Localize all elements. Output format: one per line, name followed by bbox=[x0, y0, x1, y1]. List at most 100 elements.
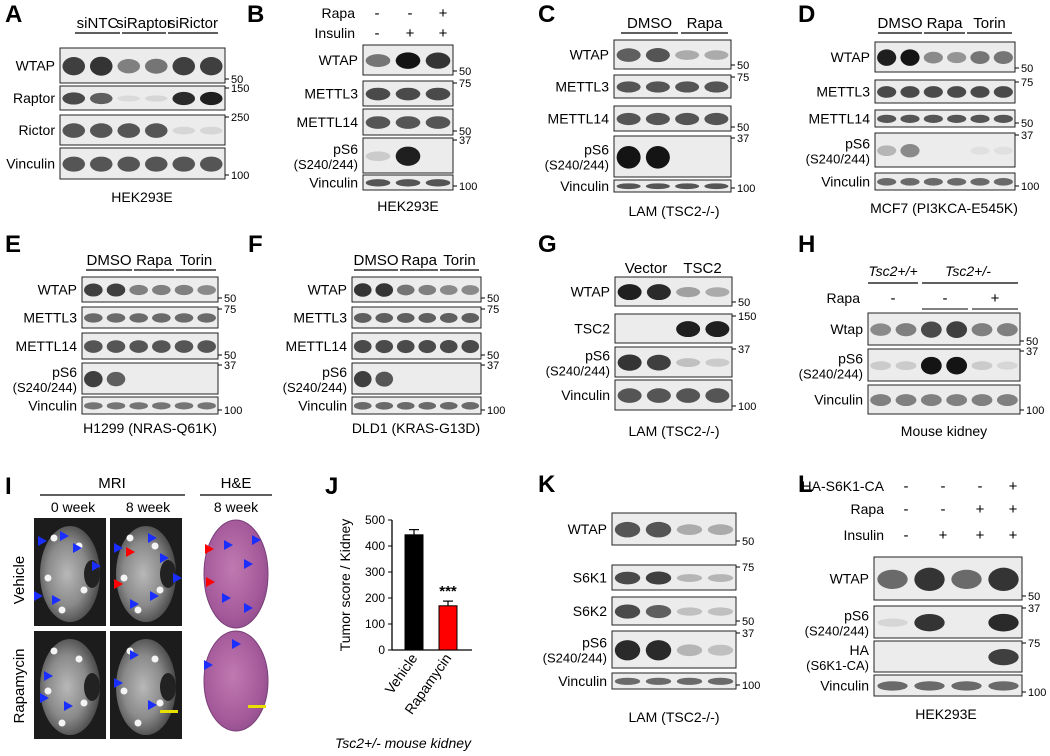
band bbox=[645, 521, 672, 538]
band bbox=[675, 112, 700, 126]
band bbox=[895, 394, 917, 407]
band bbox=[870, 361, 892, 371]
blot-ps6: pS6(S240/244) 37 bbox=[543, 628, 754, 669]
band bbox=[923, 114, 943, 123]
mri-image bbox=[34, 631, 106, 739]
band bbox=[970, 51, 990, 65]
band bbox=[988, 681, 1019, 691]
band bbox=[870, 323, 892, 336]
blot-vinculin: Vinculin 100 bbox=[814, 384, 1044, 417]
mw-marker: 50 bbox=[1028, 591, 1040, 603]
lane-group-label: Rapa bbox=[687, 15, 724, 32]
band bbox=[617, 284, 642, 301]
blot-mettl3: METTL3 75 bbox=[304, 78, 471, 107]
panel-letter: D bbox=[798, 1, 815, 28]
band bbox=[396, 402, 415, 410]
cyst-spot bbox=[126, 534, 134, 542]
band bbox=[617, 354, 642, 371]
mw-marker: 50 bbox=[459, 66, 471, 78]
band bbox=[365, 179, 391, 187]
band bbox=[199, 126, 223, 135]
protein-label: METTL3 bbox=[304, 86, 358, 102]
lane-group-label: TSC2 bbox=[683, 260, 721, 277]
band bbox=[614, 640, 641, 661]
renal-hilum bbox=[160, 560, 176, 588]
blot-wtap: WTAP 50 bbox=[319, 44, 471, 78]
band bbox=[676, 286, 701, 298]
renal-hilum bbox=[160, 673, 176, 701]
band bbox=[106, 283, 126, 297]
blue-arrowhead bbox=[204, 660, 213, 670]
band bbox=[395, 116, 421, 129]
mw-marker: 50 bbox=[737, 122, 749, 134]
band bbox=[418, 284, 437, 296]
renal-hilum bbox=[84, 673, 100, 701]
band bbox=[365, 87, 391, 101]
blue-arrowhead bbox=[150, 591, 159, 601]
band bbox=[951, 569, 982, 589]
blot-membrane bbox=[81, 276, 219, 303]
lane-group-label: DMSO bbox=[354, 252, 399, 269]
blot-mettl3: METTL3 75 bbox=[293, 304, 499, 329]
panel-b: B Rapa - - + Insulin - + + WTAP 50 METTL3 75 METTL14 5… bbox=[247, 1, 477, 214]
band bbox=[375, 371, 394, 387]
blot-s6k1: S6K1 75 bbox=[573, 562, 754, 591]
blot-mettl14: METTL14 50 bbox=[548, 105, 749, 134]
blot-vinculin: Vinculin 100 bbox=[6, 147, 249, 182]
band bbox=[900, 144, 920, 158]
band bbox=[676, 524, 703, 535]
blot-membrane bbox=[59, 147, 226, 180]
protein-label: pS6 bbox=[845, 135, 870, 151]
cyst-spot bbox=[58, 719, 66, 727]
mw-marker: 37 bbox=[1028, 603, 1040, 615]
y-tick-label: 400 bbox=[365, 539, 385, 553]
protein-label-sub: (S240/244) bbox=[545, 157, 609, 172]
mw-marker: 37 bbox=[742, 628, 754, 640]
mw-marker: 50 bbox=[1026, 336, 1038, 348]
cyst-spot bbox=[120, 687, 128, 695]
mw-marker: 50 bbox=[487, 350, 499, 362]
panel-letter: A bbox=[5, 1, 22, 28]
band bbox=[996, 323, 1018, 337]
panel-g: G Vector TSC2 WTAP 50 TSC2 150 pS6(S240/244) 37 V… bbox=[538, 231, 756, 439]
band bbox=[707, 524, 734, 535]
blot-s6k2: S6K2 50 bbox=[573, 596, 754, 628]
protein-label-sub: (S240/244) bbox=[806, 151, 870, 166]
blot-wtap: WTAP 50 bbox=[568, 512, 754, 548]
treatment-sign: + bbox=[406, 25, 415, 42]
blot-membrane bbox=[611, 672, 737, 690]
blot-membrane bbox=[873, 674, 1023, 697]
cell-line-caption: H1299 (NRAS-Q61K) bbox=[83, 420, 217, 436]
lane-group-label: Torin bbox=[443, 252, 476, 269]
band bbox=[614, 521, 641, 538]
cyst-spot bbox=[44, 687, 52, 695]
band bbox=[993, 51, 1013, 65]
band bbox=[172, 126, 196, 135]
protein-label: METTL14 bbox=[286, 338, 348, 354]
band bbox=[84, 313, 103, 323]
timepoint-label: 0 week bbox=[51, 499, 96, 515]
band bbox=[84, 340, 103, 353]
blot-membrane bbox=[874, 132, 1016, 168]
protein-label: METTL3 bbox=[555, 79, 609, 95]
protein-label: METTL3 bbox=[23, 310, 77, 326]
treatment-sign: - bbox=[408, 5, 413, 22]
protein-label: S6K2 bbox=[573, 603, 607, 619]
mw-marker: 75 bbox=[459, 78, 471, 90]
band bbox=[707, 677, 734, 685]
cyst-spot bbox=[156, 586, 164, 594]
blot-mettl3: METTL3 75 bbox=[23, 304, 236, 329]
band bbox=[920, 321, 942, 338]
mw-marker: 37 bbox=[487, 360, 499, 372]
band bbox=[365, 151, 391, 162]
blot-membrane bbox=[351, 332, 482, 360]
band bbox=[117, 59, 141, 74]
band bbox=[970, 114, 990, 123]
band bbox=[425, 87, 451, 101]
protein-label: WTAP bbox=[570, 47, 609, 63]
band bbox=[676, 574, 703, 582]
band bbox=[174, 402, 194, 410]
band bbox=[199, 156, 223, 172]
band bbox=[988, 567, 1019, 592]
